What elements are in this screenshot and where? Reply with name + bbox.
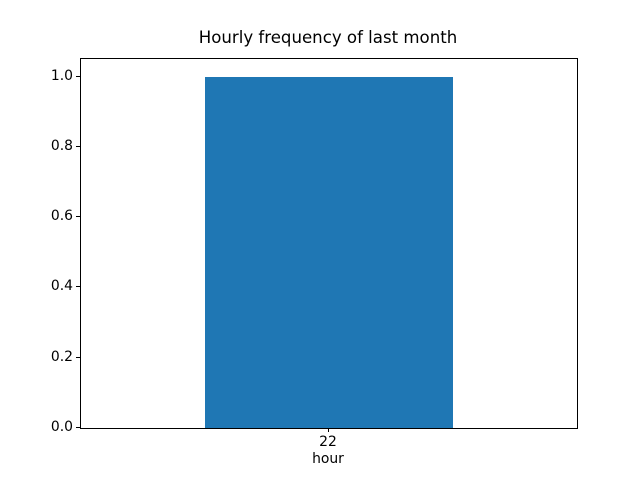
y-tick-label: 0.6 xyxy=(50,208,73,224)
y-tick-mark xyxy=(76,286,80,287)
x-tick-label: 22 xyxy=(319,434,337,450)
chart-title: Hourly frequency of last month xyxy=(198,28,458,47)
y-tick-mark xyxy=(76,216,80,217)
y-tick-label: 0.0 xyxy=(50,419,73,435)
x-axis-label: hour xyxy=(312,451,344,467)
y-tick-mark xyxy=(76,146,80,147)
y-tick-mark xyxy=(76,357,80,358)
bar-22 xyxy=(205,77,453,428)
y-tick-label: 0.8 xyxy=(50,138,73,154)
y-tick-label: 0.2 xyxy=(50,349,73,365)
plot-area xyxy=(80,58,578,429)
x-tick-mark xyxy=(328,428,329,432)
y-tick-mark xyxy=(76,427,80,428)
y-tick-label: 0.4 xyxy=(50,278,73,294)
y-tick-mark xyxy=(76,76,80,77)
y-tick-label: 1.0 xyxy=(50,68,73,84)
